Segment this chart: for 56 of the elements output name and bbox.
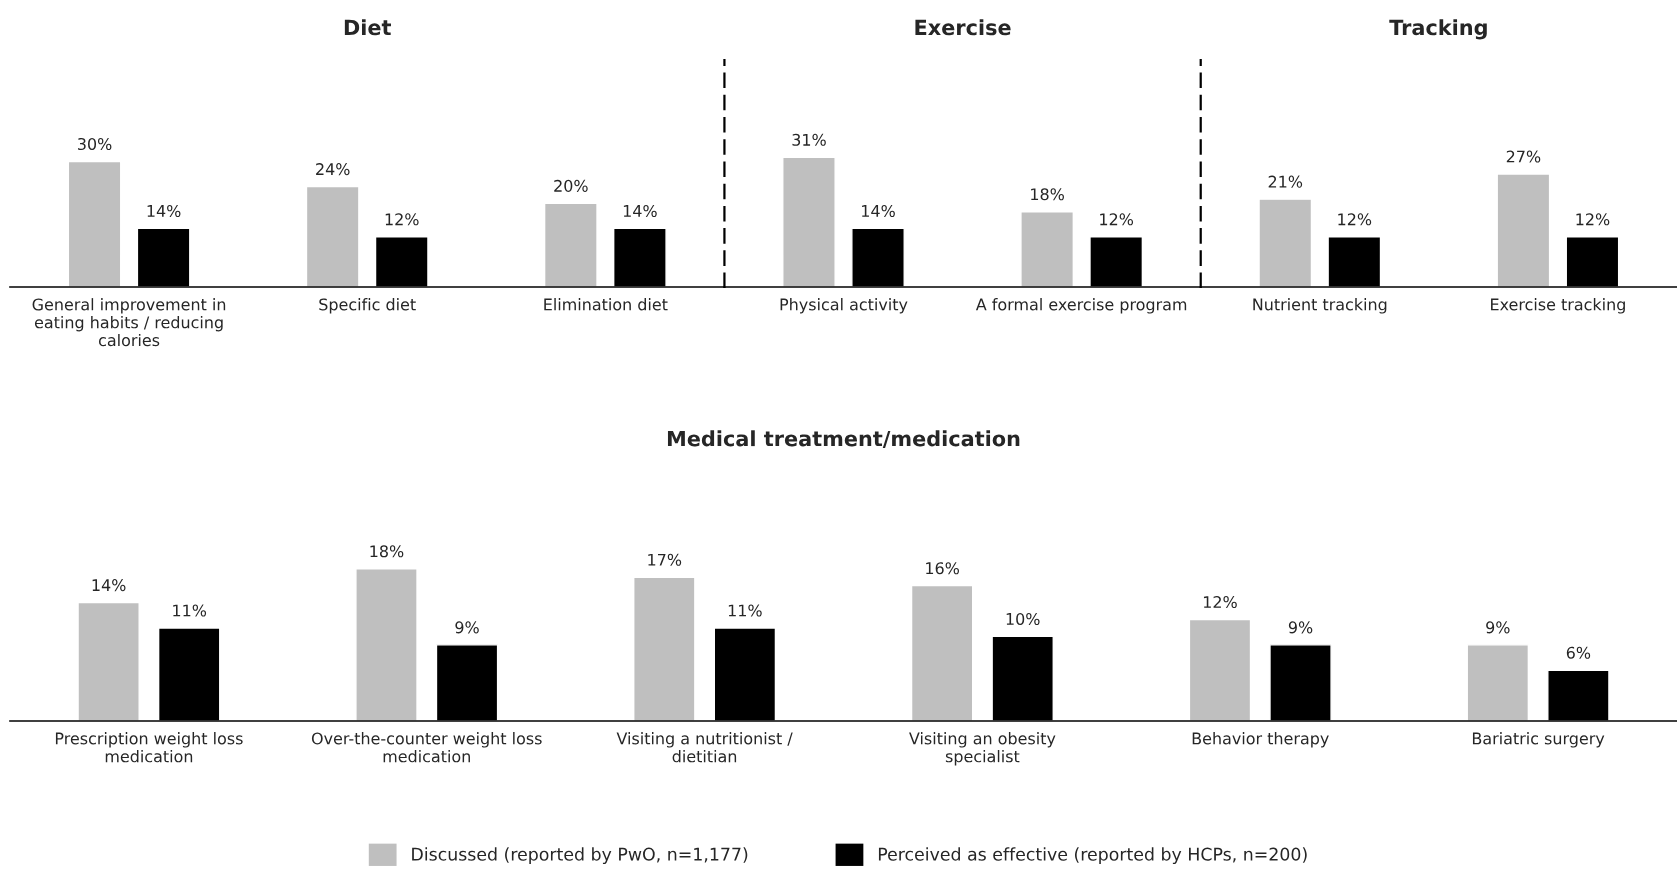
data-label: 12% <box>1100 213 1134 226</box>
x-tick-label: Specific diet <box>319 298 416 314</box>
chart-title: Exercise <box>915 19 1011 36</box>
legend-label: Perceived as effective (reported by HCPs, n=200) <box>878 847 1307 865</box>
x-tick-label: Visiting an obesity specialist <box>909 732 1056 766</box>
bar <box>543 202 598 287</box>
x-tick-label: General improvement in eating habits / reducing calories <box>32 298 226 347</box>
x-tick-label: Prescription weight loss medication <box>55 732 243 763</box>
data-label: 31% <box>792 133 826 146</box>
data-label: 10% <box>1006 612 1040 625</box>
data-label: 21% <box>1268 175 1303 188</box>
bar <box>1466 644 1530 721</box>
data-label: 14% <box>92 579 126 592</box>
bar <box>77 601 140 721</box>
data-label: 9% <box>1288 621 1313 634</box>
bar <box>910 584 974 721</box>
x-tick-label: Over-the-counter weight loss medication <box>311 732 542 763</box>
data-label: 24% <box>316 163 350 176</box>
data-label: 18% <box>1031 188 1064 201</box>
bar <box>1020 210 1075 287</box>
data-label: 18% <box>370 545 404 558</box>
data-label: 16% <box>926 562 959 575</box>
x-tick-label: Elimination diet <box>544 298 668 311</box>
legend-label: Discussed (reported by PwO, n=1,177) <box>412 847 748 865</box>
data-label: 30% <box>78 137 112 151</box>
bar <box>355 568 418 721</box>
chart-title: Medical treatment/medication <box>667 430 1020 449</box>
x-tick-label: Visiting a nutritionist / dietitian <box>616 732 793 763</box>
data-label: 12% <box>385 213 419 226</box>
x-tick-label: Nutrient tracking <box>1253 298 1387 314</box>
data-label: 14% <box>147 204 181 217</box>
bar <box>633 576 696 721</box>
data-label: 27% <box>1506 150 1541 163</box>
data-label: 12% <box>1338 213 1372 226</box>
data-label: 17% <box>648 553 682 566</box>
x-tick-label: Behavior therapy <box>1192 732 1329 748</box>
data-label: 14% <box>623 204 657 217</box>
data-label: 6% <box>1566 646 1591 659</box>
data-label: 14% <box>862 204 895 217</box>
data-label: 9% <box>455 621 479 634</box>
bar <box>782 156 836 287</box>
x-tick-label: Bariatric surgery <box>1472 732 1605 748</box>
bar <box>67 160 122 287</box>
bar <box>1188 618 1252 721</box>
bar <box>305 185 360 287</box>
data-label: 11% <box>728 604 762 617</box>
x-tick-label: Physical activity <box>780 298 908 314</box>
data-label: 9% <box>1486 621 1510 634</box>
x-tick-label: Exercise tracking <box>1491 298 1625 314</box>
data-label: 12% <box>1203 595 1237 609</box>
data-label: 11% <box>173 604 207 617</box>
x-tick-label: A formal exercise program <box>975 298 1187 314</box>
data-label: 12% <box>1576 213 1610 226</box>
chart-title: Tracking <box>1389 19 1487 40</box>
chart-title: Diet <box>344 19 391 36</box>
data-label: 20% <box>554 179 588 192</box>
